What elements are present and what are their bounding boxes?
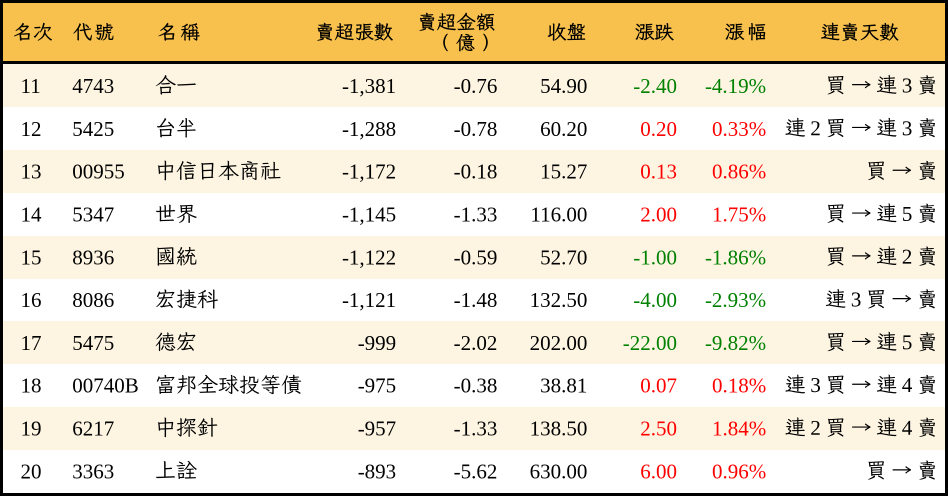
svg-text:0.18%: 0.18%	[712, 374, 766, 398]
svg-text:-2.93%: -2.93%	[705, 288, 766, 312]
svg-text:19: 19	[21, 417, 42, 441]
svg-text:1.75%: 1.75%	[712, 203, 766, 227]
svg-text:2.00: 2.00	[640, 203, 677, 227]
svg-text:-1,122: -1,122	[342, 245, 396, 269]
svg-text:2.50: 2.50	[640, 417, 677, 441]
svg-text:0.86%: 0.86%	[712, 160, 766, 184]
svg-text:8086: 8086	[72, 288, 114, 312]
svg-text:-975: -975	[358, 374, 397, 398]
svg-text:6.00: 6.00	[640, 459, 677, 483]
svg-text:13: 13	[21, 160, 42, 184]
svg-text:-0.76: -0.76	[454, 74, 498, 98]
svg-text:-4.19%: -4.19%	[705, 74, 766, 98]
svg-text:18: 18	[21, 374, 42, 398]
svg-text:-1.33: -1.33	[454, 417, 498, 441]
svg-text:-1,121: -1,121	[342, 288, 396, 312]
svg-text:5425: 5425	[72, 117, 114, 141]
svg-text:3363: 3363	[72, 459, 114, 483]
svg-text:0.96%: 0.96%	[712, 459, 766, 483]
svg-text:-1,288: -1,288	[342, 117, 396, 141]
svg-text:20: 20	[21, 459, 42, 483]
svg-text:-957: -957	[358, 417, 397, 441]
svg-text:-0.78: -0.78	[454, 117, 498, 141]
svg-text:14: 14	[21, 203, 43, 227]
svg-text:-1.86%: -1.86%	[705, 245, 766, 269]
svg-text:-4.00: -4.00	[633, 288, 677, 312]
svg-text:12: 12	[21, 117, 42, 141]
svg-text:-1,172: -1,172	[342, 160, 396, 184]
svg-text:0.13: 0.13	[640, 160, 677, 184]
svg-text:-0.18: -0.18	[454, 160, 498, 184]
svg-text:-999: -999	[358, 331, 397, 355]
svg-text:0.33%: 0.33%	[712, 117, 766, 141]
svg-text:-2.40: -2.40	[633, 74, 677, 98]
svg-text:-0.38: -0.38	[454, 374, 498, 398]
svg-text:132.50: 132.50	[530, 288, 588, 312]
svg-text:38.81: 38.81	[540, 374, 587, 398]
svg-text:60.20: 60.20	[540, 117, 587, 141]
svg-text:54.90: 54.90	[540, 74, 587, 98]
svg-text:-2.02: -2.02	[454, 331, 498, 355]
svg-text:5347: 5347	[72, 203, 114, 227]
svg-text:8936: 8936	[72, 245, 114, 269]
svg-text:-1.48: -1.48	[454, 288, 498, 312]
svg-text:-9.82%: -9.82%	[705, 331, 766, 355]
svg-text:52.70: 52.70	[540, 245, 587, 269]
svg-text:15: 15	[21, 245, 42, 269]
svg-text:-1,145: -1,145	[342, 203, 396, 227]
svg-text:0.07: 0.07	[640, 374, 677, 398]
svg-text:0.20: 0.20	[640, 117, 677, 141]
svg-text:116.00: 116.00	[530, 203, 587, 227]
svg-text:-5.62: -5.62	[454, 459, 498, 483]
svg-text:5475: 5475	[72, 331, 114, 355]
svg-text:-893: -893	[358, 459, 397, 483]
svg-text:-1.33: -1.33	[454, 203, 498, 227]
svg-text:6217: 6217	[72, 417, 114, 441]
svg-text:138.50: 138.50	[530, 417, 588, 441]
svg-text:630.00: 630.00	[530, 459, 588, 483]
svg-text:202.00: 202.00	[530, 331, 588, 355]
svg-text:11: 11	[21, 74, 41, 98]
svg-text:00740B: 00740B	[72, 374, 139, 398]
svg-text:15.27: 15.27	[540, 160, 587, 184]
svg-text:16: 16	[21, 288, 42, 312]
svg-text:-1,381: -1,381	[342, 74, 396, 98]
svg-text:1.84%: 1.84%	[712, 417, 766, 441]
svg-text:-0.59: -0.59	[454, 245, 498, 269]
svg-text:17: 17	[21, 331, 42, 355]
svg-text:00955: 00955	[72, 160, 125, 184]
svg-text:-22.00: -22.00	[623, 331, 677, 355]
svg-text:4743: 4743	[72, 74, 114, 98]
svg-text:-1.00: -1.00	[633, 245, 677, 269]
